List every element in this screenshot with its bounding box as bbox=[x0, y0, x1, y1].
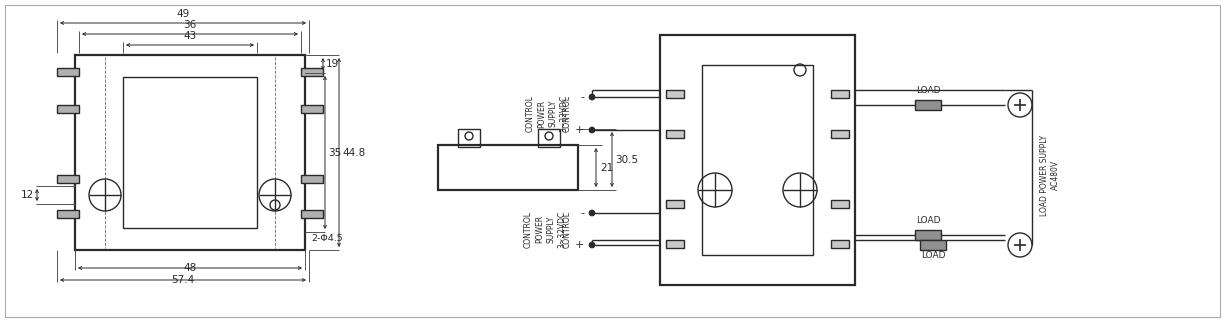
Text: 2-Φ4.5: 2-Φ4.5 bbox=[311, 233, 343, 242]
Text: 19: 19 bbox=[326, 59, 339, 69]
Text: 21: 21 bbox=[600, 163, 614, 173]
Circle shape bbox=[589, 94, 595, 100]
Text: LOAD: LOAD bbox=[916, 86, 941, 94]
Bar bbox=[831, 200, 849, 208]
Text: CONTROL: CONTROL bbox=[562, 211, 572, 248]
Text: 35: 35 bbox=[328, 147, 342, 157]
Bar bbox=[915, 100, 941, 110]
Bar bbox=[666, 130, 684, 138]
Circle shape bbox=[589, 127, 595, 133]
Text: 36: 36 bbox=[184, 20, 197, 30]
Bar bbox=[660, 35, 855, 285]
Bar bbox=[58, 68, 78, 76]
Bar bbox=[301, 210, 323, 218]
Bar bbox=[702, 65, 813, 255]
Bar bbox=[831, 90, 849, 98]
Text: CONTROL
POWER
SUPPLY
3~32VDC: CONTROL POWER SUPPLY 3~32VDC bbox=[524, 210, 566, 248]
Circle shape bbox=[589, 210, 595, 216]
Bar bbox=[666, 90, 684, 98]
Text: +: + bbox=[575, 125, 584, 135]
Text: LOAD: LOAD bbox=[916, 215, 941, 224]
Bar bbox=[458, 129, 480, 147]
Text: 43: 43 bbox=[184, 31, 197, 41]
Bar bbox=[58, 105, 78, 113]
Bar bbox=[58, 175, 78, 183]
Bar bbox=[122, 77, 257, 228]
Bar bbox=[831, 240, 849, 248]
Bar bbox=[666, 200, 684, 208]
Bar bbox=[75, 55, 305, 250]
Text: +: + bbox=[575, 240, 584, 250]
Bar bbox=[666, 240, 684, 248]
Text: 30.5: 30.5 bbox=[615, 155, 638, 165]
Bar bbox=[439, 145, 578, 190]
Text: CONTROL: CONTROL bbox=[562, 95, 572, 132]
Text: 44.8: 44.8 bbox=[342, 147, 365, 157]
Text: 12: 12 bbox=[21, 190, 34, 200]
Text: -: - bbox=[579, 208, 584, 218]
Circle shape bbox=[589, 242, 595, 248]
Bar bbox=[920, 240, 946, 250]
Bar bbox=[915, 230, 941, 240]
Text: 57.4: 57.4 bbox=[172, 275, 195, 285]
Bar bbox=[301, 68, 323, 76]
Text: CONTROL
POWER
SUPPLY
3~32VDC: CONTROL POWER SUPPLY 3~32VDC bbox=[526, 95, 568, 132]
Bar bbox=[538, 129, 560, 147]
Bar bbox=[301, 175, 323, 183]
Bar bbox=[301, 105, 323, 113]
Text: 48: 48 bbox=[184, 263, 197, 273]
Bar bbox=[58, 210, 78, 218]
Text: LOAD POWER SUPPLY
AC480V: LOAD POWER SUPPLY AC480V bbox=[1040, 135, 1060, 215]
Text: 49: 49 bbox=[176, 9, 190, 19]
Text: -: - bbox=[579, 92, 584, 102]
Bar bbox=[831, 130, 849, 138]
Text: LOAD: LOAD bbox=[921, 251, 946, 260]
